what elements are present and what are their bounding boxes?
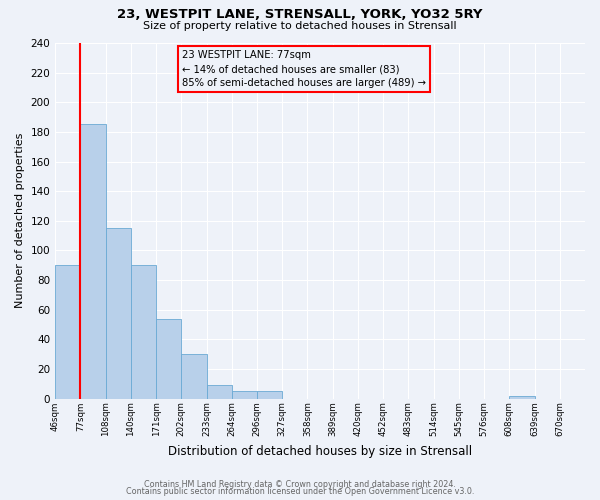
Bar [106, 228, 131, 398]
Bar [181, 354, 206, 399]
Text: Size of property relative to detached houses in Strensall: Size of property relative to detached ho… [143, 21, 457, 31]
Bar [156, 318, 181, 398]
Y-axis label: Number of detached properties: Number of detached properties [15, 133, 25, 308]
Text: Contains HM Land Registry data © Crown copyright and database right 2024.: Contains HM Land Registry data © Crown c… [144, 480, 456, 489]
Text: 23, WESTPIT LANE, STRENSALL, YORK, YO32 5RY: 23, WESTPIT LANE, STRENSALL, YORK, YO32 … [117, 8, 483, 20]
Bar [232, 391, 257, 398]
Text: Contains public sector information licensed under the Open Government Licence v3: Contains public sector information licen… [126, 487, 474, 496]
Bar [55, 265, 80, 398]
Bar [80, 124, 106, 398]
Bar [509, 396, 535, 398]
Text: 23 WESTPIT LANE: 77sqm
← 14% of detached houses are smaller (83)
85% of semi-det: 23 WESTPIT LANE: 77sqm ← 14% of detached… [182, 50, 427, 88]
X-axis label: Distribution of detached houses by size in Strensall: Distribution of detached houses by size … [168, 444, 472, 458]
Bar [206, 385, 232, 398]
Bar [257, 391, 282, 398]
Bar [131, 265, 156, 398]
